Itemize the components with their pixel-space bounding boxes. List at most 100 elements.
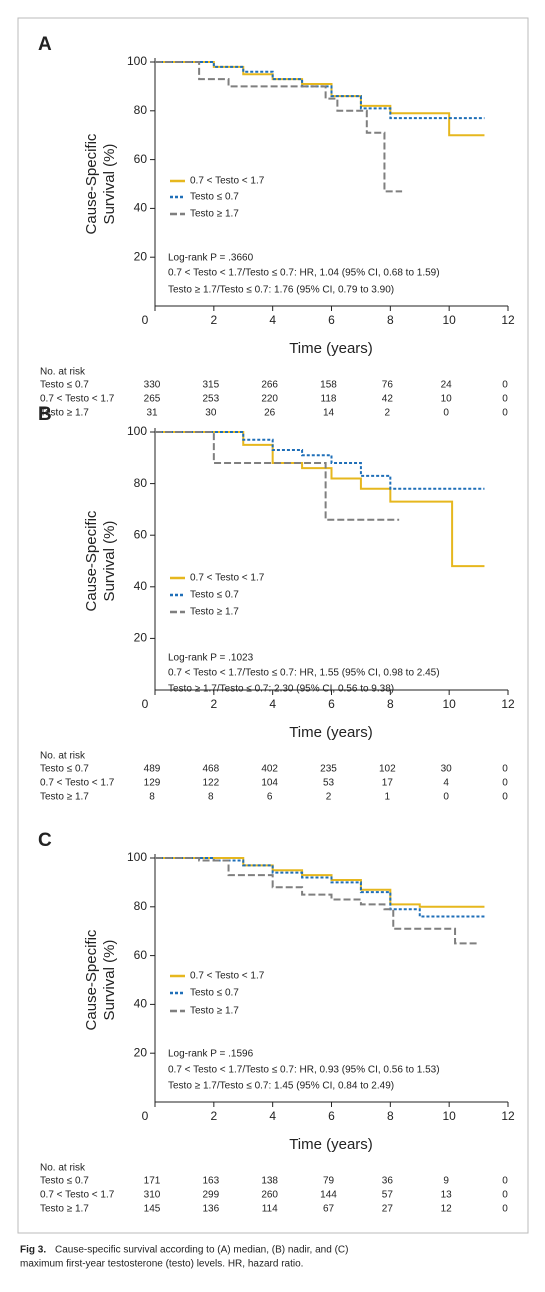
risk-count: 57 bbox=[382, 1190, 394, 1201]
y-axis-title: Survival (%) bbox=[101, 940, 118, 1021]
annotation: Log-rank P = .1023 bbox=[168, 653, 254, 664]
legend-label: 0.7 < Testo < 1.7 bbox=[190, 971, 265, 982]
risk-count: 163 bbox=[202, 1176, 219, 1187]
risk-count: 129 bbox=[144, 778, 161, 789]
y-tick-label: 60 bbox=[134, 527, 148, 541]
x-tick-label: 6 bbox=[328, 313, 335, 327]
y-axis-title: Cause-Specific bbox=[83, 133, 100, 234]
risk-label: 0.7 < Testo < 1.7 bbox=[40, 394, 115, 405]
risk-count: 220 bbox=[261, 394, 278, 405]
risk-count: 14 bbox=[323, 408, 335, 419]
risk-label: Testo ≥ 1.7 bbox=[40, 1204, 89, 1215]
risk-count: 6 bbox=[267, 792, 273, 803]
risk-count: 24 bbox=[441, 380, 453, 391]
risk-label: 0.7 < Testo < 1.7 bbox=[40, 1190, 115, 1201]
risk-count: 138 bbox=[261, 1176, 278, 1187]
x-tick-label: 12 bbox=[501, 313, 515, 327]
risk-count: 67 bbox=[323, 1204, 335, 1215]
legend-label: 0.7 < Testo < 1.7 bbox=[190, 573, 265, 584]
risk-label: 0.7 < Testo < 1.7 bbox=[40, 778, 115, 789]
survival-curve bbox=[155, 431, 485, 568]
risk-title: No. at risk bbox=[40, 751, 86, 762]
panel-letter: B bbox=[38, 404, 52, 425]
x-tick-label: 2 bbox=[210, 697, 217, 711]
x-tick-label: 4 bbox=[269, 313, 276, 327]
x-tick-label: 8 bbox=[387, 1109, 394, 1123]
annotation: Testo ≥ 1.7/Testo ≤ 0.7: 1.45 (95% CI, 0… bbox=[168, 1081, 394, 1092]
annotation: Log-rank P = .1596 bbox=[168, 1049, 254, 1060]
risk-label: Testo ≥ 1.7 bbox=[40, 408, 89, 419]
y-axis-title: Cause-Specific bbox=[83, 929, 100, 1030]
risk-count: 2 bbox=[385, 408, 391, 419]
risk-count: 0 bbox=[502, 778, 508, 789]
y-tick-label: 40 bbox=[134, 997, 148, 1011]
annotation: 0.7 < Testo < 1.7/Testo ≤ 0.7: HR, 1.55 … bbox=[168, 668, 440, 679]
risk-title: No. at risk bbox=[40, 1163, 86, 1174]
x-tick-label: 6 bbox=[328, 1109, 335, 1123]
y-tick-label: 80 bbox=[134, 899, 148, 913]
x-tick-label: 10 bbox=[442, 313, 456, 327]
x-axis-title: Time (years) bbox=[289, 724, 373, 741]
risk-count: 42 bbox=[382, 394, 394, 405]
risk-count: 136 bbox=[202, 1204, 219, 1215]
risk-count: 0 bbox=[502, 1176, 508, 1187]
risk-count: 12 bbox=[441, 1204, 453, 1215]
risk-count: 144 bbox=[320, 1190, 337, 1201]
risk-count: 489 bbox=[144, 764, 161, 775]
risk-count: 235 bbox=[320, 764, 337, 775]
risk-label: Testo ≤ 0.7 bbox=[40, 764, 89, 775]
x-tick-label: 12 bbox=[501, 1109, 515, 1123]
y-tick-label: 20 bbox=[134, 249, 148, 263]
x-tick-label: 8 bbox=[387, 313, 394, 327]
survival-curve bbox=[155, 61, 485, 137]
survival-curve bbox=[155, 857, 485, 908]
y-tick-label: 40 bbox=[134, 201, 148, 215]
risk-count: 1 bbox=[385, 792, 391, 803]
legend-label: Testo ≤ 0.7 bbox=[190, 988, 239, 999]
risk-count: 17 bbox=[382, 778, 394, 789]
annotation: Testo ≥ 1.7/Testo ≤ 0.7: 1.76 (95% CI, 0… bbox=[168, 285, 394, 296]
frame bbox=[17, 17, 529, 1234]
legend-label: Testo ≤ 0.7 bbox=[190, 590, 239, 601]
y-tick-label: 20 bbox=[134, 631, 148, 645]
x-axis-title: Time (years) bbox=[289, 340, 373, 357]
panel-letter: C bbox=[38, 830, 52, 851]
risk-count: 118 bbox=[321, 394, 337, 405]
risk-count: 310 bbox=[144, 1190, 161, 1201]
survival-curve bbox=[155, 431, 485, 490]
legend-label: Testo ≤ 0.7 bbox=[190, 192, 239, 203]
risk-count: 31 bbox=[146, 408, 158, 419]
annotation: Testo ≥ 1.7/Testo ≤ 0.7: 2.30 (95% CI, 0… bbox=[168, 684, 394, 695]
risk-count: 0 bbox=[502, 1204, 508, 1215]
x-tick-label: 0 bbox=[142, 697, 149, 711]
risk-count: 30 bbox=[441, 764, 453, 775]
survival-curve bbox=[155, 857, 485, 918]
risk-count: 299 bbox=[202, 1190, 219, 1201]
legend-label: Testo ≥ 1.7 bbox=[190, 607, 239, 618]
survival-curve bbox=[155, 857, 479, 945]
x-tick-label: 8 bbox=[387, 697, 394, 711]
x-tick-label: 4 bbox=[269, 697, 276, 711]
survival-curve bbox=[155, 61, 403, 193]
x-axis-title: Time (years) bbox=[289, 1136, 373, 1153]
x-tick-label: 2 bbox=[210, 1109, 217, 1123]
y-axis-title: Cause-Specific bbox=[83, 510, 100, 611]
risk-count: 8 bbox=[208, 792, 214, 803]
risk-count: 0 bbox=[443, 408, 449, 419]
legend-label: 0.7 < Testo < 1.7 bbox=[190, 176, 265, 187]
x-tick-label: 10 bbox=[442, 1109, 456, 1123]
y-tick-label: 100 bbox=[127, 54, 147, 68]
annotation: 0.7 < Testo < 1.7/Testo ≤ 0.7: HR, 0.93 … bbox=[168, 1065, 440, 1076]
risk-count: 2 bbox=[326, 792, 332, 803]
risk-label: Testo ≤ 0.7 bbox=[40, 380, 89, 391]
x-tick-label: 0 bbox=[142, 1109, 149, 1123]
y-axis-title: Survival (%) bbox=[101, 144, 118, 225]
risk-count: 265 bbox=[144, 394, 161, 405]
y-tick-label: 100 bbox=[127, 424, 147, 438]
risk-count: 53 bbox=[323, 778, 335, 789]
x-tick-label: 0 bbox=[142, 313, 149, 327]
y-axis-title: Survival (%) bbox=[101, 521, 118, 602]
y-tick-label: 100 bbox=[127, 850, 147, 864]
annotation: Log-rank P = .3660 bbox=[168, 253, 254, 264]
